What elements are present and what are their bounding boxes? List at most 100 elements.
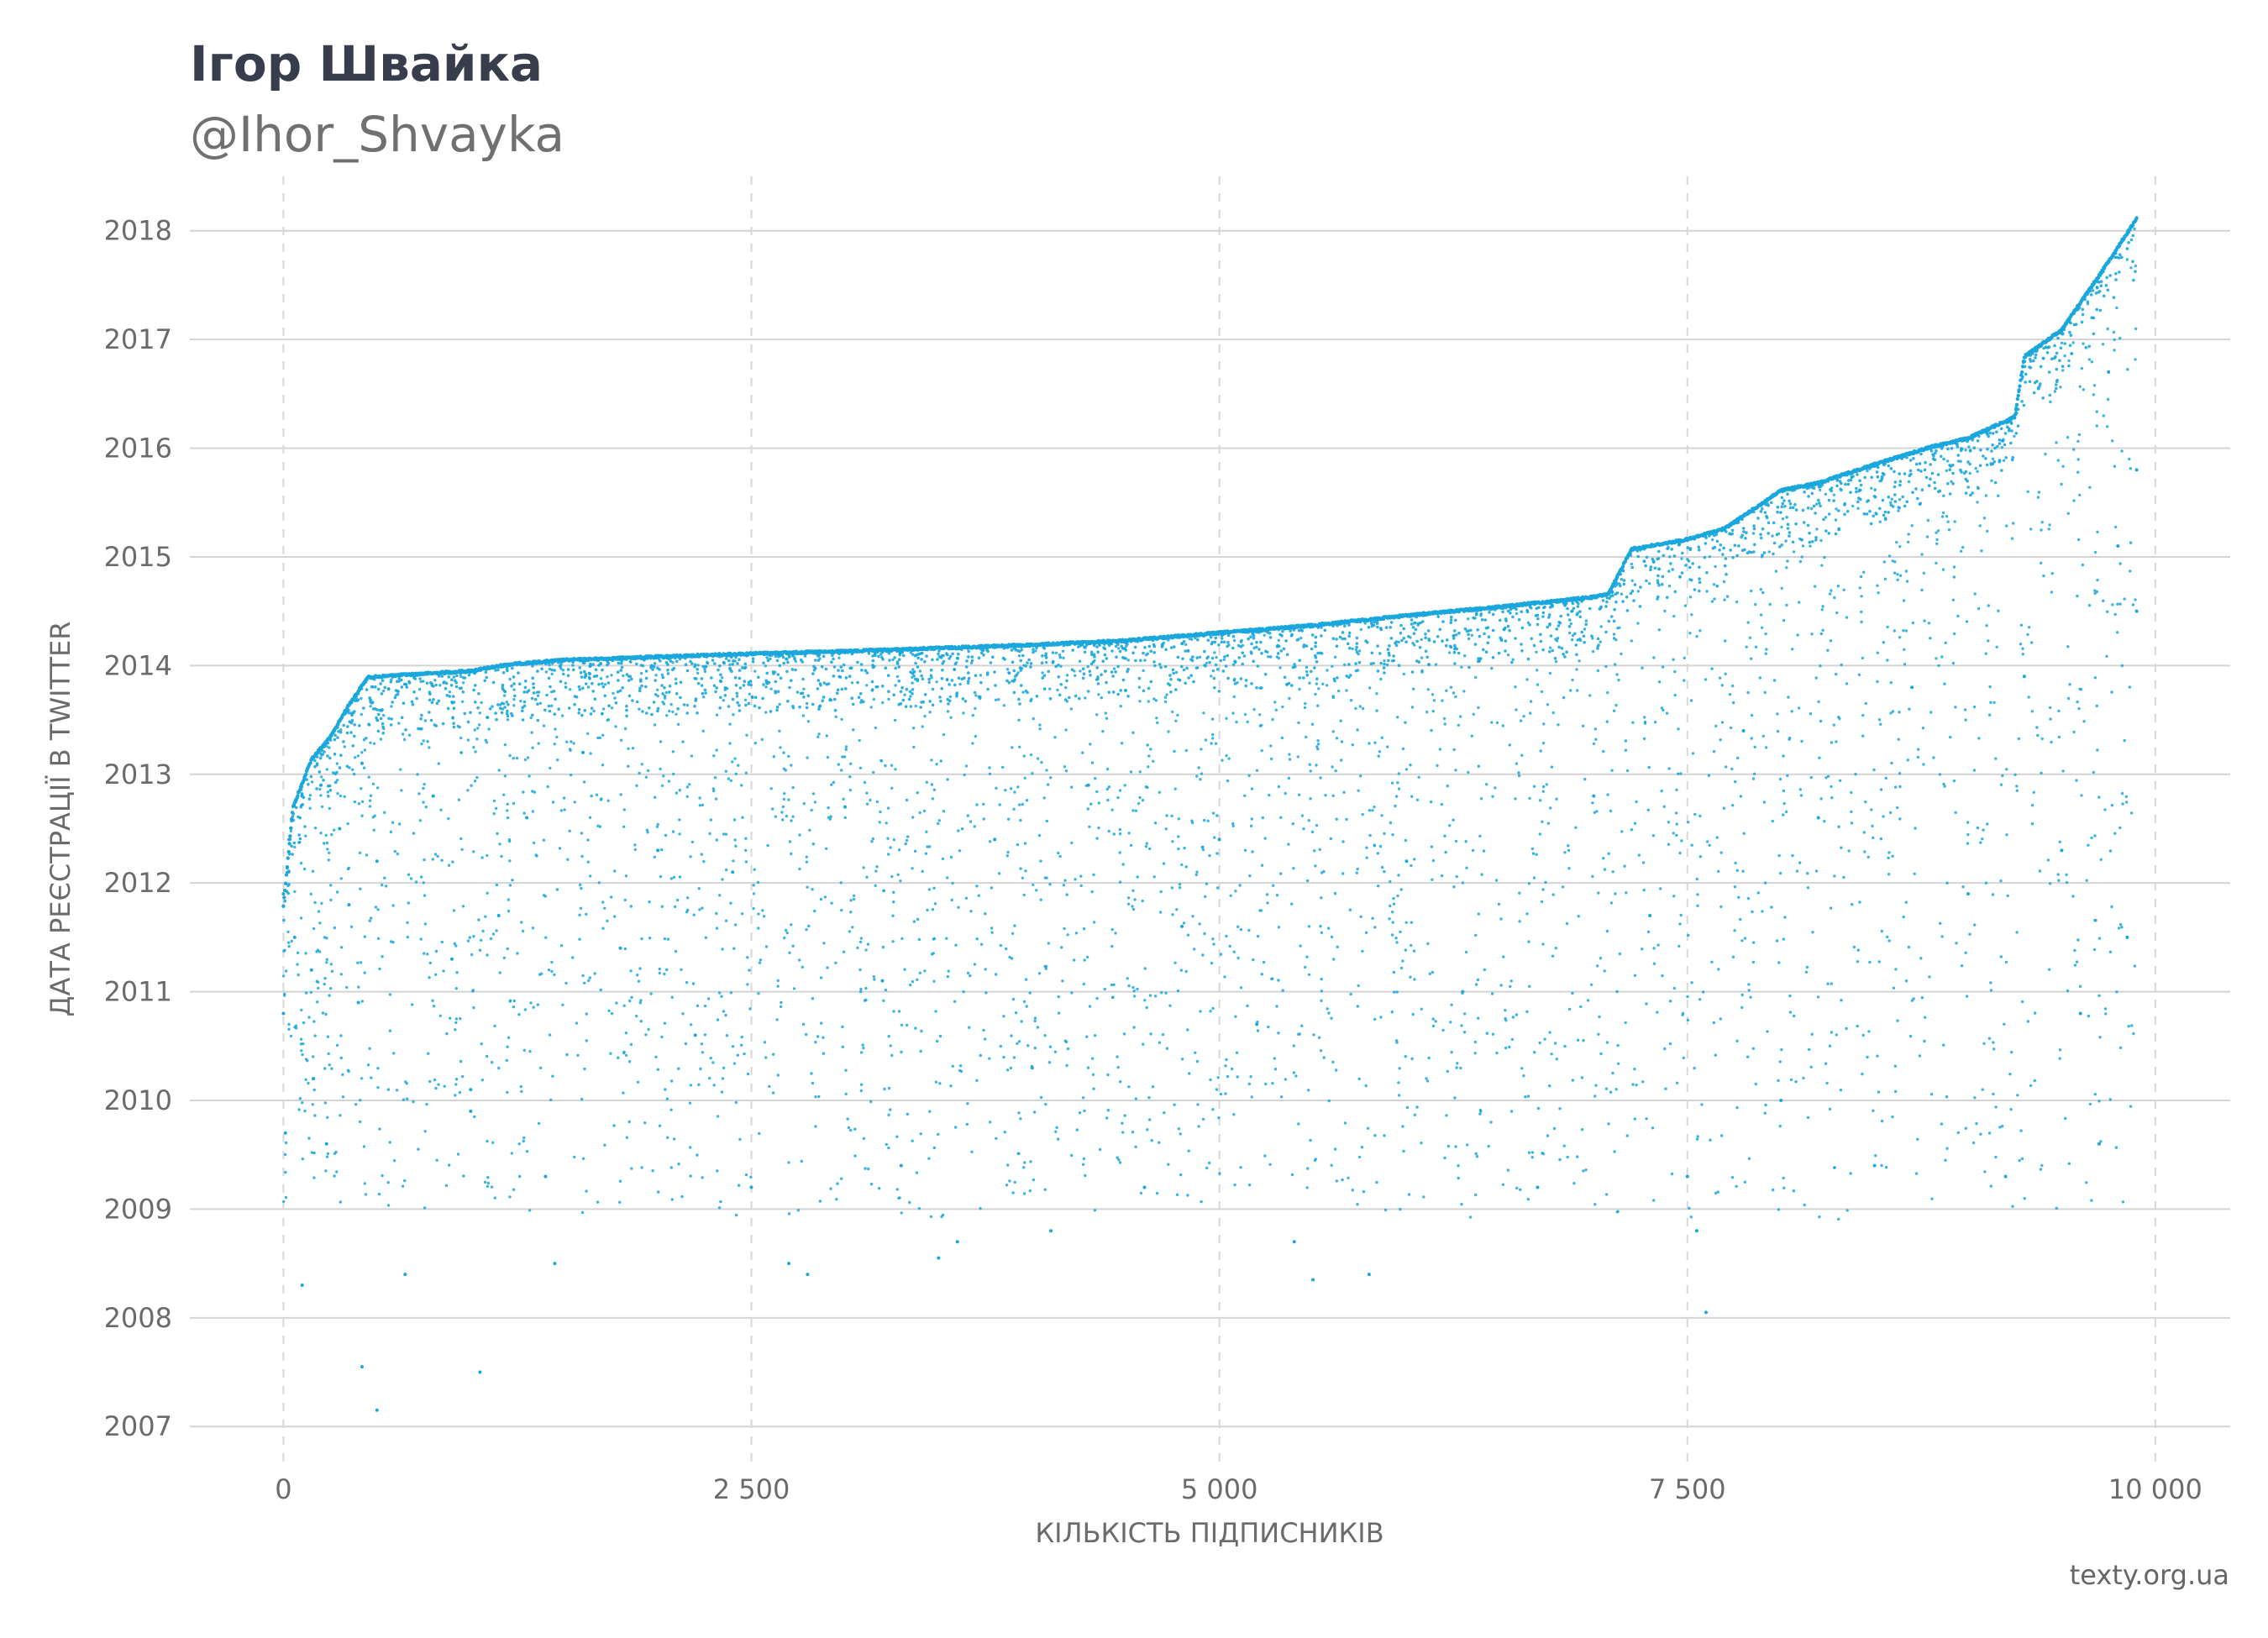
data-point xyxy=(856,648,859,652)
data-point xyxy=(455,674,459,678)
data-point xyxy=(1192,680,1195,684)
data-point xyxy=(1807,495,1810,498)
data-point xyxy=(1636,546,1640,549)
data-point xyxy=(1530,606,1533,610)
data-point xyxy=(2076,308,2080,312)
data-point xyxy=(1387,659,1390,663)
data-point xyxy=(1239,677,1243,680)
data-point xyxy=(1938,489,1942,493)
data-point xyxy=(1704,542,1708,545)
data-point xyxy=(792,650,796,654)
data-point xyxy=(1762,551,1767,554)
data-point xyxy=(1718,549,1721,552)
data-point xyxy=(850,696,853,700)
data-point xyxy=(1504,604,1508,608)
data-point xyxy=(335,725,339,729)
data-point xyxy=(1563,655,1567,659)
data-point xyxy=(1111,675,1115,678)
data-point xyxy=(775,708,779,712)
data-point xyxy=(1107,690,1111,694)
data-point xyxy=(649,664,654,668)
data-point xyxy=(364,680,368,684)
data-point xyxy=(1916,496,1919,501)
data-point xyxy=(1241,662,1244,666)
data-point xyxy=(547,704,551,708)
data-point xyxy=(1314,654,1317,658)
data-point xyxy=(1438,627,1442,632)
data-point xyxy=(1380,617,1384,620)
data-point xyxy=(1698,565,1701,569)
data-point xyxy=(2039,365,2043,369)
data-point xyxy=(1539,633,1542,637)
data-point xyxy=(1490,605,1494,608)
data-point xyxy=(1131,651,1135,654)
data-point xyxy=(1708,534,1711,538)
data-point xyxy=(980,643,984,648)
data-point xyxy=(902,654,906,658)
data-point xyxy=(1486,626,1490,629)
data-point xyxy=(1186,648,1190,653)
data-point xyxy=(884,666,888,670)
data-point xyxy=(769,654,774,657)
data-point xyxy=(1173,645,1176,648)
data-point xyxy=(1817,498,1820,502)
data-point xyxy=(1347,623,1351,627)
data-point xyxy=(467,673,471,677)
data-point xyxy=(1877,461,1881,465)
data-point xyxy=(521,709,524,713)
data-point xyxy=(1917,468,1920,472)
data-point xyxy=(790,668,795,671)
data-point xyxy=(672,666,676,670)
data-point xyxy=(1781,490,1784,494)
data-point xyxy=(690,655,694,659)
data-point xyxy=(333,772,338,775)
data-point xyxy=(1036,643,1039,646)
data-point xyxy=(1987,434,1991,438)
data-point xyxy=(1331,624,1335,627)
data-point xyxy=(1074,694,1078,698)
data-point xyxy=(641,710,644,713)
data-point xyxy=(675,692,679,696)
data-point xyxy=(468,669,472,672)
data-point xyxy=(897,658,901,661)
data-point xyxy=(916,665,920,669)
data-point xyxy=(589,712,593,716)
data-point xyxy=(287,853,291,856)
data-point xyxy=(1244,679,1248,682)
data-point xyxy=(1012,690,1016,695)
data-point xyxy=(1742,513,1746,517)
data-point xyxy=(1855,486,1858,491)
data-point xyxy=(1480,618,1484,622)
data-point xyxy=(1788,534,1791,538)
data-point xyxy=(1881,471,1885,475)
data-point xyxy=(1375,622,1379,625)
data-point xyxy=(1320,634,1323,638)
data-point xyxy=(1410,670,1415,674)
data-point xyxy=(1252,659,1255,664)
data-point xyxy=(419,717,423,721)
data-point xyxy=(676,706,680,711)
data-point xyxy=(2095,307,2098,312)
data-point xyxy=(1865,512,1869,516)
data-point xyxy=(336,736,339,739)
data-point xyxy=(1940,454,1943,459)
data-point xyxy=(1217,690,1221,693)
data-point xyxy=(631,699,634,702)
data-point xyxy=(825,683,828,686)
data-point xyxy=(967,671,970,675)
data-point xyxy=(660,684,664,687)
data-point xyxy=(2085,291,2089,294)
data-point xyxy=(1231,629,1235,633)
data-point xyxy=(744,703,748,707)
data-point xyxy=(2120,239,2124,244)
data-point xyxy=(1176,655,1180,659)
data-point xyxy=(877,654,880,659)
data-point xyxy=(296,794,300,798)
data-point xyxy=(811,702,815,706)
data-point xyxy=(1499,638,1504,641)
data-point xyxy=(499,663,502,667)
data-point xyxy=(1056,643,1059,647)
vertical-gridlines xyxy=(282,176,2156,1470)
data-point xyxy=(2134,270,2137,274)
